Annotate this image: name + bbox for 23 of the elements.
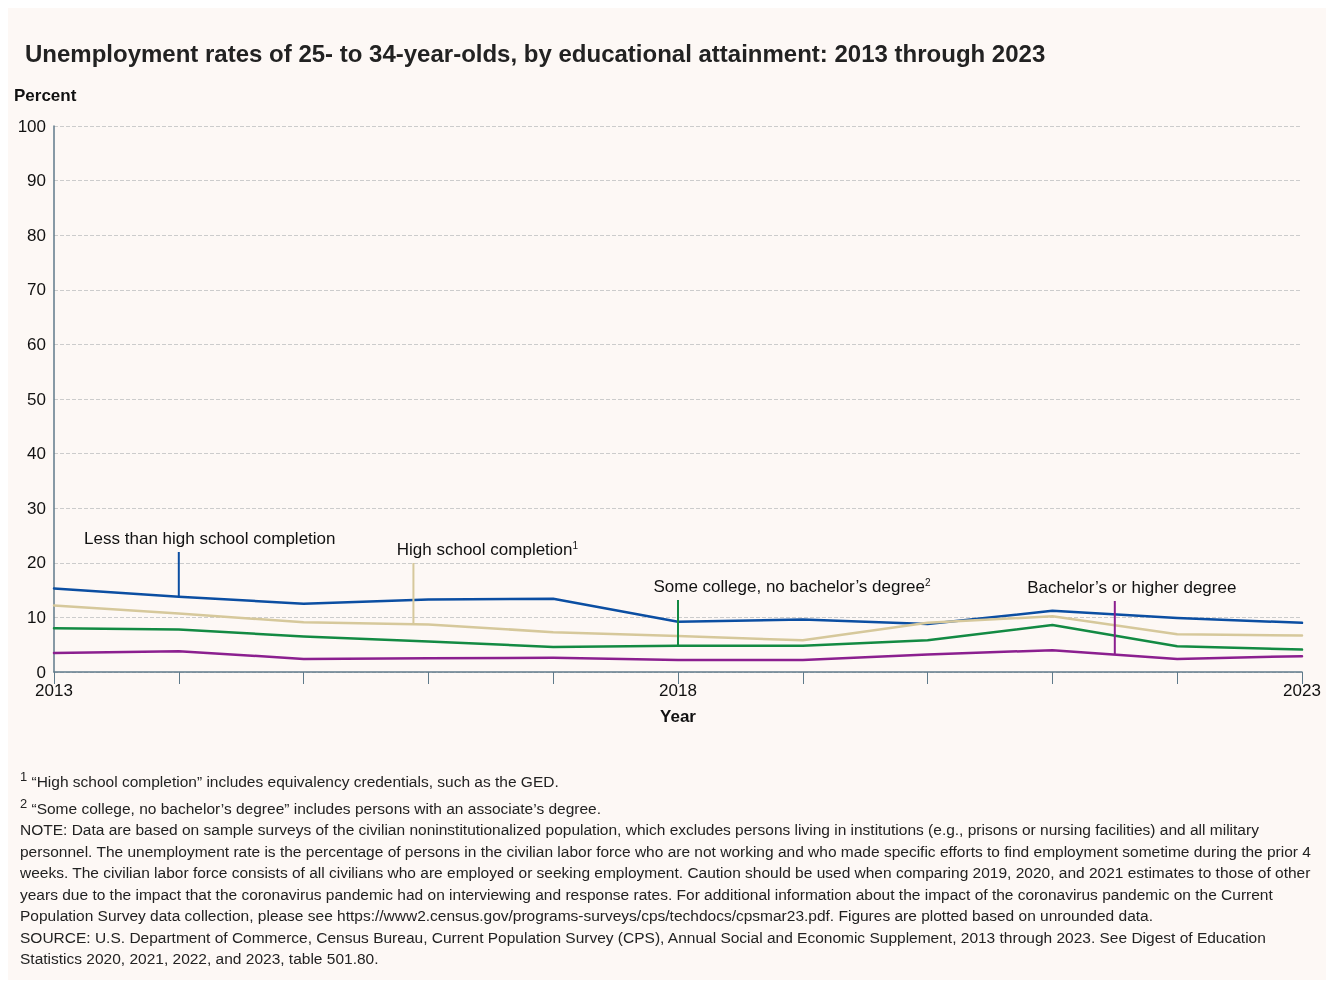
text: NOTE: Data are based on sample surveys of the civilian noninstitutionalized population, which excludes persons living in institutions (e.g., prisons or nursing facilities) and all military personnel. The unemployment rate is the percentage of persons in the civilian labor force who are not working and who made specific efforts to find employment sometime during the prior 4 weeks. The civilian labor force consists of all civilians who are employed or seeking employment. Caution should be used when comparing 2019, 2020, and 2021 estimates to those of other years due to the impact that the coronavirus pandemic had on interviewing and response rates. For additional information about the impact of the coronavirus pandemic on the Current Population Survey data collection, please see https://www2.census.gov/programs-surveys/cps/techdocs/cpsmar23.pdf. Figures are plotted based on unrounded data. [20,820,1312,927]
x-tick-label: 2013 [35,681,73,700]
y-tick-label: 40 [27,444,46,464]
text: Less than high school completion [84,528,336,548]
y-tick-label: 0 [36,662,46,682]
x-tick-label: 2023 [1283,681,1321,700]
source-note: SOURCE: U.S. Department of Commerce, Census Bureau, Current Population Survey (CPS), Annual Social and Economic Supplement, 2013 through 2023. See Digest of Education Statistics 2020, 2021, 2022, and 2023, table 501.80. [20,927,1267,970]
y-axis-title: Percent [14,86,77,105]
y-tick-label: 100 [17,116,46,136]
y-tick-label: 30 [27,498,46,518]
y-tick-label: 10 [27,607,46,627]
text: $^{1}$ “High school completion” includes equivalency credentials, such as the GED. [20,768,560,793]
y-tick-label: 70 [27,280,46,300]
text: $^{2}$ “Some college, no bachelor’s degree” includes persons with an associate’s degree. [20,794,603,819]
y-tick-label: 60 [27,334,46,354]
text: Bachelor’s or higher degree [1027,577,1237,597]
y-tick-label: 80 [27,225,46,245]
y-tick-label: 90 [27,171,46,191]
y-tick-label: 50 [27,389,46,409]
x-axis-title: Year [660,707,697,726]
x-tick-label: 2018 [659,681,697,700]
chart-title: Unemployment rates of 25- to 34-year-olds, by educational attainment: 2013 through 2023 [25,39,1046,67]
y-tick-label: 20 [27,553,46,573]
